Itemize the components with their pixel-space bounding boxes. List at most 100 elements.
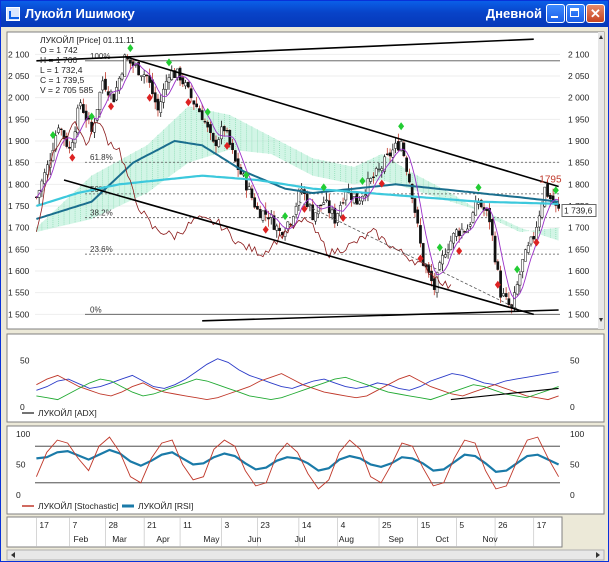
- x-tick-label: 21: [147, 520, 157, 530]
- candle-body: [358, 200, 362, 205]
- adx-series-3: [36, 376, 559, 401]
- candle-body: [352, 196, 356, 204]
- candle-body: [57, 127, 60, 133]
- sell-signal-icon: [494, 280, 501, 289]
- vertical-scrollbar[interactable]: [598, 32, 604, 329]
- candle-body: [432, 278, 436, 290]
- info-open: O = 1 742: [40, 45, 78, 55]
- price-info: ЛУКОЙЛ [Price] 01.11.11 O = 1 742 H = 1 …: [40, 34, 135, 95]
- title-bar[interactable]: Лукойл Ишимоку Дневной ✕: [1, 1, 608, 27]
- scroll-left-icon[interactable]: [11, 552, 15, 558]
- sell-signal-icon: [262, 225, 269, 234]
- x-tick-label: 11: [183, 520, 192, 530]
- candle-body: [104, 78, 107, 90]
- candle-body: [214, 139, 218, 147]
- price-chart: 2 100 2 100 2 050 2 050 2 000 2 000 1 950 1 950…: [8, 38, 597, 322]
- x-tick-label: 15: [421, 520, 431, 530]
- scroll-up-icon[interactable]: [599, 35, 603, 39]
- sell-signal-icon: [224, 141, 231, 150]
- candle-body: [206, 121, 210, 128]
- buy-signal-icon: [359, 177, 366, 186]
- candle-body: [344, 191, 348, 201]
- x-tick-label: 17: [537, 520, 547, 530]
- period-label[interactable]: Дневной: [485, 6, 542, 21]
- price-tick-right: 1 500: [568, 309, 590, 319]
- candle-body: [397, 141, 400, 151]
- candle-body: [355, 193, 359, 205]
- maximize-icon: [567, 5, 584, 22]
- minimize-icon: [547, 5, 564, 22]
- adx-tick-right: 50: [570, 356, 580, 366]
- rsi-line: [36, 448, 560, 473]
- buy-signal-icon: [398, 122, 405, 131]
- maximize-button[interactable]: [566, 4, 585, 23]
- osc-tick-right: 100: [570, 429, 584, 439]
- x-month-label: Nov: [482, 534, 498, 544]
- minimize-button[interactable]: [546, 4, 565, 23]
- scroll-right-icon[interactable]: [596, 552, 600, 558]
- buy-signal-icon: [127, 44, 134, 53]
- chart-area[interactable]: 2 100 2 100 2 050 2 050 2 000 2 000 1 950 1 950…: [2, 27, 609, 562]
- candle-body: [128, 59, 132, 64]
- candle-body: [297, 190, 301, 206]
- candle-body: [416, 209, 420, 224]
- x-tick-label: 25: [382, 520, 392, 530]
- osc-tick-left: 0: [16, 490, 21, 500]
- price-tick-left: 1 950: [8, 114, 30, 124]
- candle-body: [231, 142, 234, 151]
- candle-body: [159, 101, 163, 113]
- bottom-trend-line: [202, 309, 559, 322]
- candle-body: [247, 186, 251, 190]
- candle-body: [413, 198, 417, 213]
- x-month-label: Mar: [112, 534, 127, 544]
- candle-body: [250, 188, 254, 199]
- candle-body: [73, 131, 77, 144]
- candle-body: [164, 81, 168, 90]
- adx-series-2: [36, 373, 559, 401]
- candle-body: [189, 88, 193, 99]
- buy-signal-icon: [514, 265, 521, 274]
- price-tick-left: 1 650: [8, 244, 30, 254]
- candle-body: [70, 142, 74, 151]
- candle-body: [233, 150, 237, 162]
- sell-signal-icon: [146, 93, 153, 102]
- candle-body: [410, 183, 414, 199]
- sell-signal-icon: [185, 98, 192, 107]
- candle-body: [388, 152, 392, 157]
- info-volume: V = 2 705 585: [40, 85, 93, 95]
- candle-body: [170, 70, 174, 80]
- price-tick-left: 2 100: [8, 49, 30, 59]
- candle-body: [471, 212, 475, 223]
- candle-body: [79, 102, 82, 107]
- osc-tick-left: 50: [16, 460, 26, 470]
- x-tick-label: 17: [39, 520, 49, 530]
- adx-panel[interactable]: [6, 333, 605, 423]
- candle-body: [236, 158, 240, 170]
- candle-body: [101, 80, 105, 91]
- candle-body: [106, 91, 110, 96]
- candle-body: [292, 216, 295, 226]
- adx-legend: ЛУКОЙЛ [ADX]: [22, 407, 97, 418]
- candle-body: [537, 215, 541, 228]
- candle-body: [557, 203, 560, 209]
- osc-tick-left: 100: [16, 429, 30, 439]
- candle-body: [325, 199, 328, 202]
- candle-body: [333, 207, 337, 224]
- price-tick-left: 1 700: [8, 223, 30, 233]
- sell-signal-icon: [69, 153, 76, 162]
- candle-body: [120, 73, 124, 80]
- candle-body: [59, 128, 63, 131]
- close-icon: ✕: [590, 6, 601, 21]
- candle-body: [513, 292, 516, 309]
- adx-tick-right: 0: [570, 402, 575, 412]
- scroll-down-icon[interactable]: [599, 318, 603, 322]
- candle-body: [258, 209, 262, 219]
- candle-body: [452, 233, 455, 244]
- info-close: C = 1 739,5: [40, 75, 84, 85]
- horizontal-scrollbar[interactable]: [6, 549, 605, 561]
- close-button[interactable]: ✕: [586, 4, 605, 23]
- candle-body: [438, 262, 442, 270]
- candle-body: [286, 221, 290, 229]
- candle-body: [308, 204, 312, 206]
